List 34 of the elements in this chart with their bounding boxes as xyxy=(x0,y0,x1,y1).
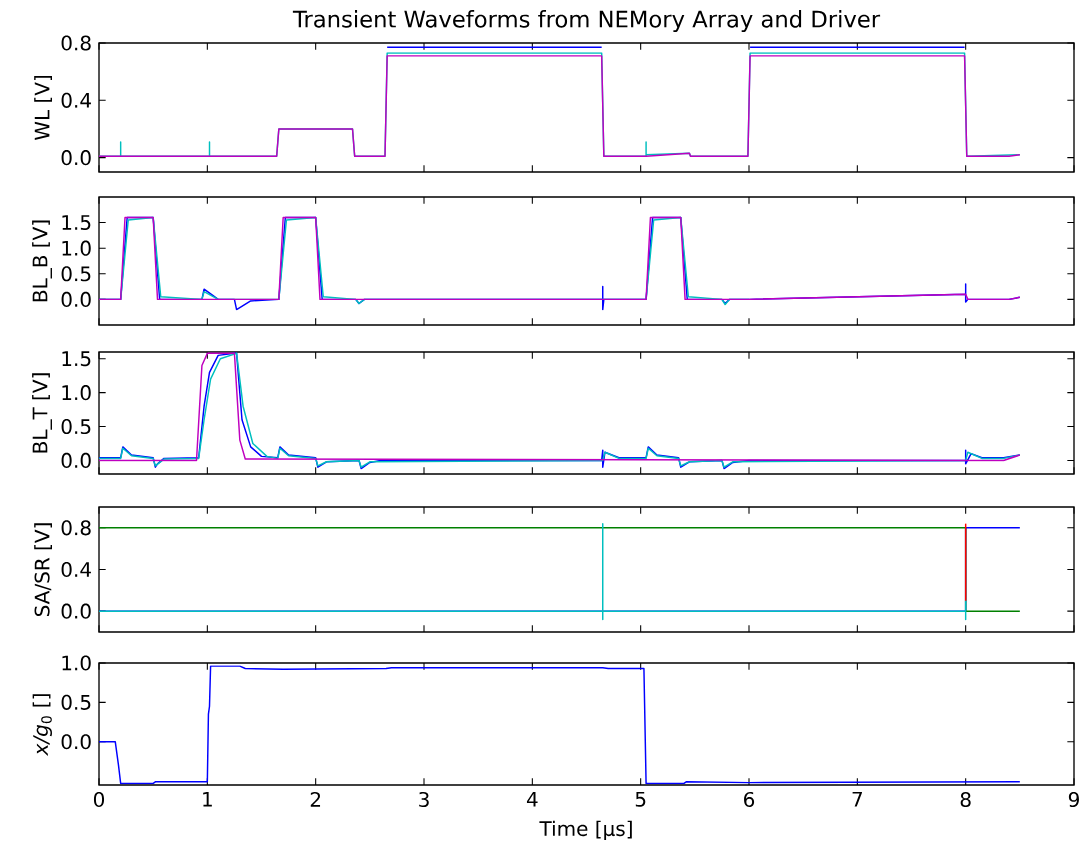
y-tick-label: 0.8 xyxy=(61,520,91,536)
y-tick-label: 0.0 xyxy=(61,603,91,619)
y-tick-label: 1.5 xyxy=(62,215,91,231)
y-tick-label: 1.5 xyxy=(62,351,91,367)
y-axis-title: BL_B [V] xyxy=(32,220,52,302)
x-tick-label: 3 xyxy=(419,791,429,808)
y-tick-label: 0.5 xyxy=(61,266,91,282)
x-tick-label: 0 xyxy=(93,791,105,808)
y-tick-label: 0.5 xyxy=(61,694,91,710)
y-tick-label: 0.0 xyxy=(61,734,91,750)
x-tick-label: 9 xyxy=(1068,791,1079,808)
y-tick-label: 0.4 xyxy=(61,561,91,578)
x-tick-label: 1 xyxy=(203,791,212,807)
y-axis-title: WL [V] xyxy=(34,75,52,141)
x-tick-label: 2 xyxy=(310,791,321,807)
chart-title: Transient Waveforms from NEMory Array and Driver xyxy=(292,10,881,33)
y-tick-label: 0.8 xyxy=(61,35,91,51)
y-axis-title: x/g$_{0}$ [] xyxy=(32,694,52,756)
x-tick-label: 6 xyxy=(744,791,755,808)
y-tick-label: 1.0 xyxy=(62,655,91,671)
x-tick-label: 4 xyxy=(526,791,538,807)
y-tick-label: 0.4 xyxy=(61,92,91,108)
x-tick-label: 5 xyxy=(635,791,646,807)
y-axis-title: SA/SR [V] xyxy=(34,523,52,617)
y-axis-title: BL_T [V] xyxy=(32,373,52,453)
y-tick-label: 0.0 xyxy=(61,291,91,307)
y-tick-label: 1.0 xyxy=(62,385,91,401)
y-tick-label: 1.0 xyxy=(62,240,91,256)
y-tick-label: 0.0 xyxy=(61,150,91,166)
y-tick-label: 0.5 xyxy=(61,418,91,435)
x-tick-label: 8 xyxy=(960,791,971,808)
x-axis-title: Time [μs] xyxy=(539,820,632,840)
x-tick-label: 7 xyxy=(852,791,862,807)
y-tick-label: 0.0 xyxy=(61,452,91,468)
